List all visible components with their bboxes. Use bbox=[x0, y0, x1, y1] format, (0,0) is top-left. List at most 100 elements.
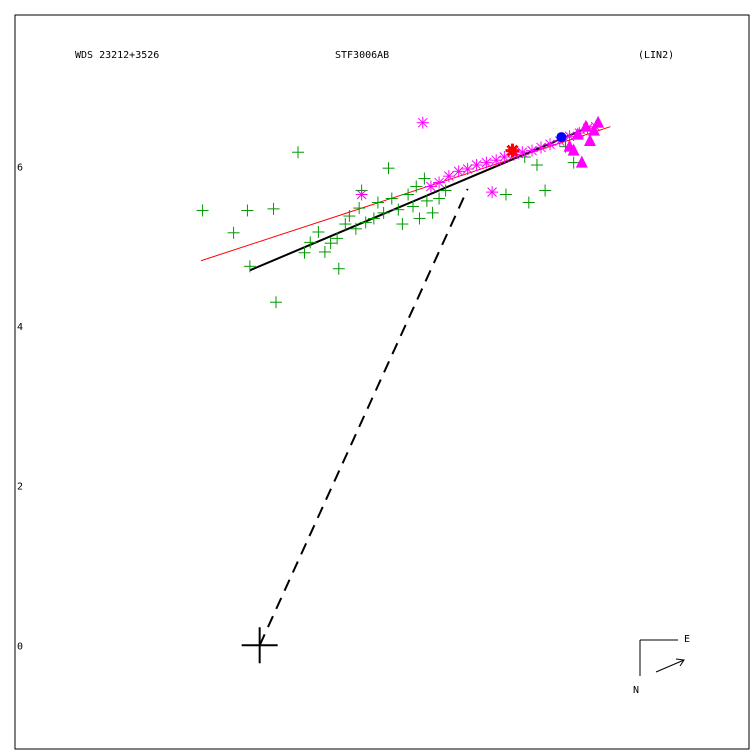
y-tick-label: 6 bbox=[17, 163, 23, 174]
plus-point bbox=[406, 200, 419, 213]
compass-east-label: E bbox=[684, 634, 690, 645]
ephemeris-star-marker bbox=[505, 143, 520, 158]
plus-point bbox=[518, 151, 531, 164]
asterisk-point bbox=[526, 144, 539, 157]
asterisk-point bbox=[461, 162, 474, 175]
plus-point bbox=[539, 184, 552, 197]
asterisk-point bbox=[416, 116, 429, 129]
header-left-label: WDS 23212+3526 bbox=[75, 50, 159, 61]
y-tick-label: 0 bbox=[17, 641, 23, 652]
plus-point bbox=[359, 216, 372, 229]
asterisk-point-d2 bbox=[426, 181, 436, 192]
asterisk-point-d2 bbox=[471, 160, 482, 170]
plus-point bbox=[396, 218, 409, 231]
asterisk-point-d2 bbox=[453, 166, 464, 177]
plus-point bbox=[522, 196, 535, 209]
asterisk-point bbox=[516, 146, 529, 159]
plus-point bbox=[298, 246, 311, 259]
plus-point bbox=[426, 206, 439, 219]
asterisk-point-d2 bbox=[545, 139, 555, 150]
plus-point bbox=[433, 192, 446, 205]
header-center-label: STF3006AB bbox=[335, 50, 389, 61]
triangle-point bbox=[592, 115, 605, 128]
black-orbit-fit-line bbox=[249, 125, 591, 272]
ephemeris-ray-3 bbox=[506, 144, 519, 157]
plus-point bbox=[318, 245, 331, 258]
plus-point bbox=[349, 222, 362, 235]
plus-point bbox=[530, 158, 543, 171]
series-0-plus bbox=[196, 140, 580, 309]
plus-point bbox=[392, 203, 405, 216]
plus-point bbox=[243, 260, 256, 273]
plus-point bbox=[439, 184, 452, 197]
triangle-point bbox=[579, 119, 592, 132]
plus-point bbox=[339, 218, 352, 231]
y-tick-label: 4 bbox=[17, 322, 23, 333]
plus-point bbox=[367, 212, 380, 225]
asterisk-point bbox=[433, 176, 446, 189]
compass-arrow-head bbox=[675, 658, 685, 667]
plus-point bbox=[196, 204, 209, 217]
asterisk-point bbox=[544, 138, 557, 151]
asterisk-point bbox=[490, 154, 503, 167]
plus-point bbox=[353, 202, 366, 215]
asterisk-point bbox=[452, 165, 465, 178]
plus-point bbox=[312, 226, 325, 239]
asterisk-point-d2 bbox=[417, 117, 428, 128]
plus-point bbox=[291, 146, 304, 159]
asterisk-point-d2 bbox=[356, 189, 367, 200]
orbit-fit-lines bbox=[200, 125, 611, 646]
plus-point bbox=[420, 194, 433, 207]
asterisk-point-d2 bbox=[444, 171, 454, 182]
asterisk-point-d2 bbox=[481, 157, 492, 168]
asterisk-point bbox=[442, 170, 455, 183]
plus-point bbox=[371, 196, 384, 209]
plus-point bbox=[418, 172, 431, 185]
plus-point bbox=[567, 156, 580, 169]
asterisk-point-d2 bbox=[487, 187, 497, 197]
plus-point bbox=[241, 204, 254, 217]
triangle-point bbox=[571, 127, 584, 140]
plus-point bbox=[385, 192, 398, 205]
series-2-triangle bbox=[563, 115, 605, 168]
triangle-point bbox=[575, 155, 588, 168]
asterisk-point-d2 bbox=[564, 131, 575, 142]
plus-point bbox=[410, 180, 423, 193]
triangle-point bbox=[588, 123, 601, 136]
header-right-label: (LIN2) bbox=[638, 50, 674, 61]
series-1-asterisk bbox=[355, 116, 602, 201]
plus-point bbox=[402, 188, 415, 201]
asterisk-point-d2 bbox=[434, 177, 444, 188]
observation-series bbox=[196, 115, 605, 309]
plus-point bbox=[382, 162, 395, 175]
plus-point bbox=[343, 210, 356, 223]
red-orbit-fit-line bbox=[200, 126, 611, 262]
plus-point bbox=[499, 188, 512, 201]
plus-point bbox=[324, 237, 337, 250]
special-marks bbox=[241, 132, 567, 664]
plus-point bbox=[331, 232, 344, 245]
current-position-dot bbox=[556, 132, 567, 143]
asterisk-point bbox=[470, 158, 483, 171]
compass-rose: N E bbox=[633, 634, 690, 696]
asterisk-point-d2 bbox=[462, 164, 473, 174]
primary-star-marker bbox=[241, 627, 278, 664]
asterisk-point bbox=[535, 141, 548, 154]
compass-arrow-shaft bbox=[655, 659, 685, 673]
plus-point bbox=[227, 226, 240, 239]
plus-point bbox=[377, 206, 390, 219]
plus-point bbox=[332, 262, 345, 275]
asterisk-point-d2 bbox=[517, 147, 528, 158]
triangle-point bbox=[583, 134, 596, 147]
plot-frame bbox=[14, 14, 750, 750]
plus-point bbox=[269, 296, 282, 309]
compass-north-label: N bbox=[633, 685, 639, 696]
plus-point bbox=[413, 212, 426, 225]
asterisk-point bbox=[355, 188, 368, 201]
separation-dashed-line bbox=[258, 188, 469, 646]
asterisk-point bbox=[480, 156, 493, 169]
asterisk-point bbox=[486, 186, 499, 199]
plus-point bbox=[304, 236, 317, 249]
